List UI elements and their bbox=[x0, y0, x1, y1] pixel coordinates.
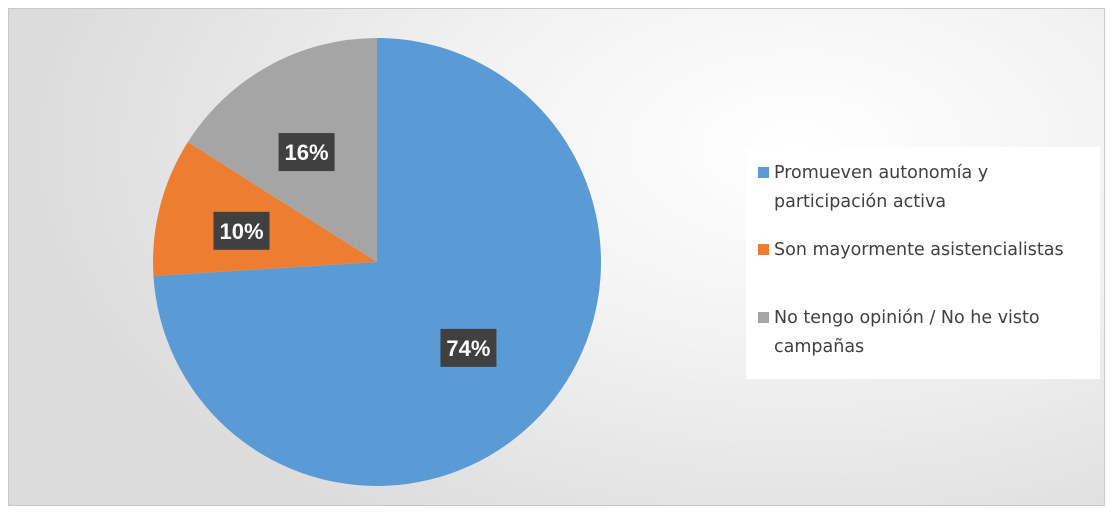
data-label-text-asistencialistas: 10% bbox=[219, 219, 263, 244]
legend-item-asistencialistas: Son mayormente asistencialistas bbox=[758, 236, 1094, 265]
pie-chart: 74% 10% 16% bbox=[153, 38, 602, 486]
legend-swatch-autonomia bbox=[758, 167, 769, 178]
data-label-sin-opinion: 16% bbox=[278, 133, 335, 172]
data-label-asistencialistas: 10% bbox=[213, 211, 270, 250]
data-label-autonomia: 74% bbox=[440, 328, 497, 367]
data-label-box-asistencialistas bbox=[213, 211, 270, 250]
legend-item-sin-opinion: No tengo opinión / No he visto campañas bbox=[758, 304, 1094, 362]
chart-area: 74% 10% 16% Promueven autonomía y particip… bbox=[8, 8, 1105, 506]
pie-slice-asistencialistas bbox=[153, 141, 377, 277]
legend: Promueven autonomía y participación acti… bbox=[746, 147, 1100, 379]
data-label-text-sin-opinion: 16% bbox=[285, 140, 329, 165]
legend-label-autonomia: Promueven autonomía y participación acti… bbox=[774, 163, 989, 212]
legend-label-sin-opinion: No tengo opinión / No he visto campañas bbox=[774, 308, 1040, 357]
pie-slice-autonomia bbox=[153, 38, 602, 486]
legend-swatch-asistencialistas bbox=[758, 244, 769, 255]
legend-label-asistencialistas: Son mayormente asistencialistas bbox=[774, 240, 1064, 260]
legend-swatch-sin-opinion bbox=[758, 312, 769, 323]
data-label-box-sin-opinion bbox=[278, 133, 335, 172]
legend-item-autonomia: Promueven autonomía y participación acti… bbox=[758, 159, 1094, 217]
data-label-box-autonomia bbox=[440, 328, 497, 367]
data-label-text-autonomia: 74% bbox=[446, 336, 490, 361]
